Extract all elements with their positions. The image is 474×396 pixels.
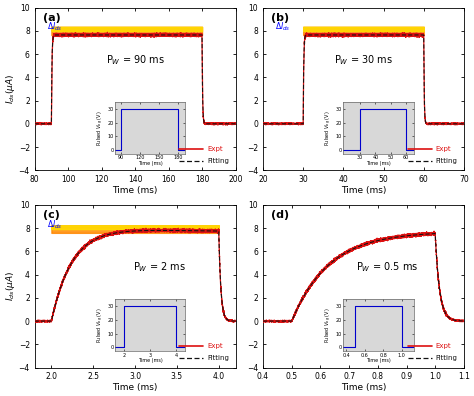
- Text: Fitting: Fitting: [208, 355, 229, 361]
- Text: Fitting: Fitting: [436, 158, 458, 164]
- Text: (b): (b): [271, 13, 289, 23]
- Text: P$_W$ = 0.5 ms: P$_W$ = 0.5 ms: [356, 260, 419, 274]
- Text: (a): (a): [43, 13, 61, 23]
- Text: (c): (c): [43, 210, 60, 220]
- Text: P$_W$ = 30 ms: P$_W$ = 30 ms: [334, 53, 393, 67]
- Text: Fitting: Fitting: [208, 158, 229, 164]
- Text: P$_W$ = 90 ms: P$_W$ = 90 ms: [106, 53, 164, 67]
- X-axis label: Time (ms): Time (ms): [341, 186, 386, 194]
- Text: (d): (d): [271, 210, 289, 220]
- Text: $\Delta I_{ds}$: $\Delta I_{ds}$: [47, 218, 62, 231]
- Y-axis label: $I_{ds}(\mu A)$: $I_{ds}(\mu A)$: [4, 271, 17, 301]
- Text: Expt: Expt: [436, 146, 451, 152]
- Y-axis label: $I_{ds}(\mu A)$: $I_{ds}(\mu A)$: [4, 74, 17, 104]
- X-axis label: Time (ms): Time (ms): [112, 383, 158, 392]
- Text: Expt: Expt: [208, 146, 223, 152]
- Text: Expt: Expt: [208, 343, 223, 349]
- Text: $\Delta I_{ds}$: $\Delta I_{ds}$: [47, 21, 62, 33]
- Text: P$_W$ = 2 ms: P$_W$ = 2 ms: [133, 260, 186, 274]
- Text: Expt: Expt: [436, 343, 451, 349]
- Text: $\Delta I_{ds}$: $\Delta I_{ds}$: [275, 21, 291, 33]
- X-axis label: Time (ms): Time (ms): [341, 383, 386, 392]
- Text: Fitting: Fitting: [436, 355, 458, 361]
- X-axis label: Time (ms): Time (ms): [112, 186, 158, 194]
